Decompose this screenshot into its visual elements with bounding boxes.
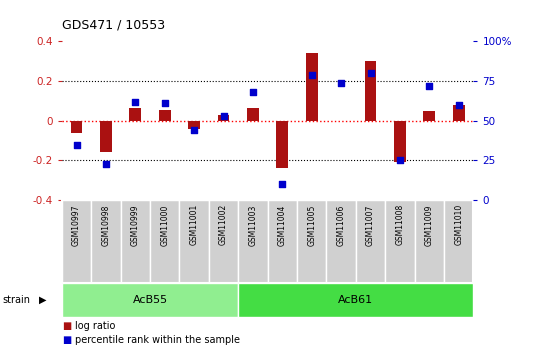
Text: AcB55: AcB55 <box>132 295 168 305</box>
Bar <box>180 200 209 283</box>
Text: GSM11007: GSM11007 <box>366 204 375 246</box>
Bar <box>394 121 406 162</box>
Bar <box>238 200 268 283</box>
Text: GSM10997: GSM10997 <box>72 204 81 246</box>
Text: GSM11009: GSM11009 <box>425 204 434 246</box>
Text: log ratio: log ratio <box>75 321 116 331</box>
Text: ■: ■ <box>62 335 71 345</box>
Bar <box>306 53 317 121</box>
Point <box>307 72 316 78</box>
Point <box>455 102 463 108</box>
Text: ■: ■ <box>62 321 71 331</box>
Point <box>220 113 228 119</box>
Text: GSM11002: GSM11002 <box>219 204 228 246</box>
Text: strain: strain <box>3 295 31 305</box>
Text: GDS471 / 10553: GDS471 / 10553 <box>62 18 165 31</box>
Bar <box>423 111 435 121</box>
Text: percentile rank within the sample: percentile rank within the sample <box>75 335 240 345</box>
Bar <box>415 200 444 283</box>
Bar <box>91 200 121 283</box>
Bar <box>62 283 238 317</box>
Text: GSM11001: GSM11001 <box>190 204 199 246</box>
Point <box>337 80 345 86</box>
Bar <box>356 200 385 283</box>
Text: GSM10998: GSM10998 <box>102 204 110 246</box>
Text: GSM11004: GSM11004 <box>278 204 287 246</box>
Point <box>190 128 199 133</box>
Bar <box>121 200 150 283</box>
Bar <box>327 200 356 283</box>
Bar <box>188 121 200 129</box>
Bar <box>453 105 465 121</box>
Bar <box>100 121 112 152</box>
Point <box>131 99 140 105</box>
Point <box>366 70 375 76</box>
Point <box>72 142 81 147</box>
Bar <box>159 110 171 121</box>
Bar <box>247 108 259 121</box>
Point <box>425 83 434 89</box>
Bar <box>218 115 229 121</box>
Text: GSM11005: GSM11005 <box>307 204 316 246</box>
Text: GSM11008: GSM11008 <box>395 204 405 246</box>
Bar <box>385 200 415 283</box>
Text: GSM11000: GSM11000 <box>160 204 169 246</box>
Text: GSM10999: GSM10999 <box>131 204 140 246</box>
Text: GSM11006: GSM11006 <box>337 204 345 246</box>
Bar <box>365 61 377 121</box>
Text: ▶: ▶ <box>39 295 47 305</box>
Point <box>395 158 404 163</box>
Text: AcB61: AcB61 <box>338 295 373 305</box>
Bar <box>444 200 473 283</box>
Point <box>160 100 169 106</box>
Bar <box>150 200 180 283</box>
Bar <box>297 200 327 283</box>
Bar <box>238 283 473 317</box>
Bar <box>209 200 238 283</box>
Point <box>278 181 287 187</box>
Bar <box>70 121 82 132</box>
Bar <box>130 108 141 121</box>
Point <box>249 89 257 95</box>
Text: GSM11003: GSM11003 <box>249 204 258 246</box>
Text: GSM11010: GSM11010 <box>454 204 463 246</box>
Bar <box>62 200 91 283</box>
Bar <box>267 200 297 283</box>
Bar <box>277 121 288 168</box>
Point <box>102 161 110 166</box>
